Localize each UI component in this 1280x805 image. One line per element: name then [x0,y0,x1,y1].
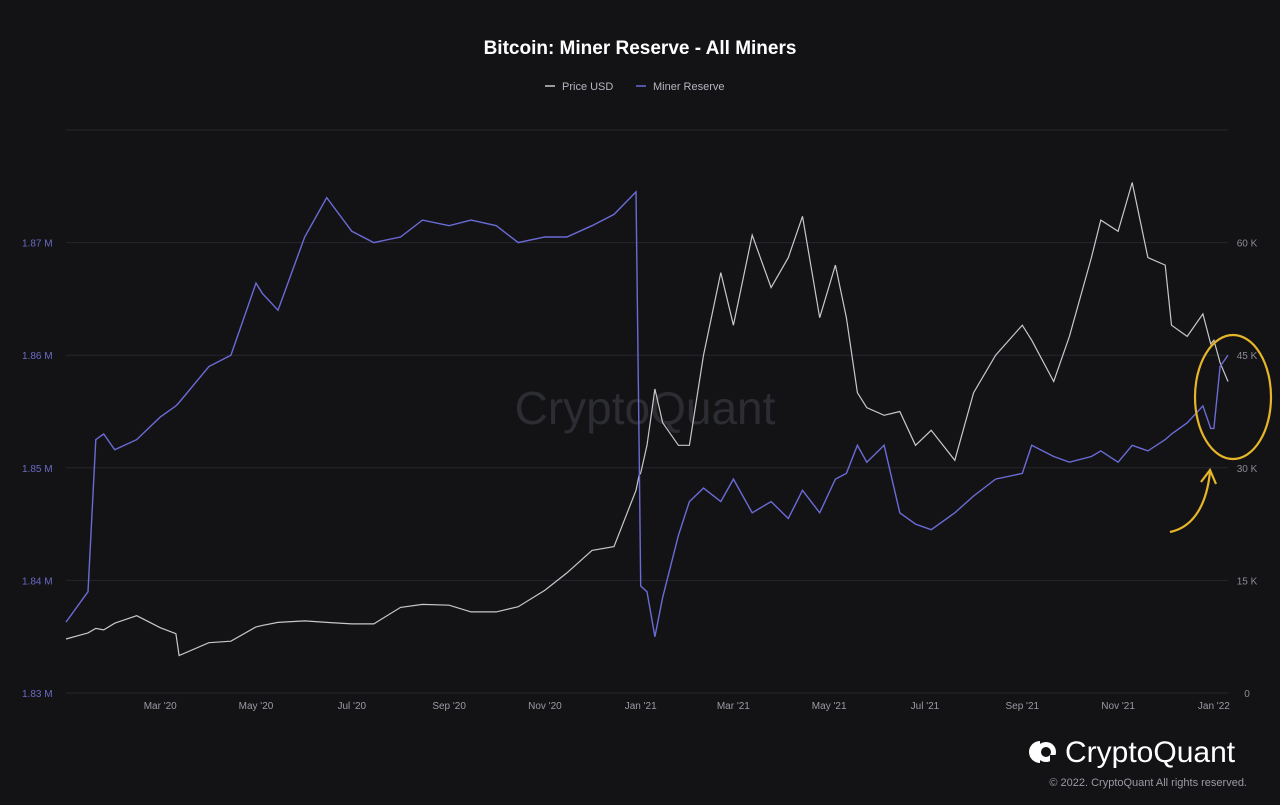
brand-name: CryptoQuant [1065,736,1236,769]
gridlines [66,129,1228,694]
x-tick-label: Nov '21 [1101,701,1135,712]
left-tick-label: 1.85 M [22,464,53,475]
right-tick-label: 15 K [1237,576,1258,587]
x-tick-label: May '20 [239,701,274,712]
highlight-circle [1193,333,1273,461]
left-tick-label: 1.86 M [22,351,53,362]
chart-title: Bitcoin: Miner Reserve - All Miners [484,38,797,59]
copyright-text: © 2022. CryptoQuant All rights reserved. [1049,777,1247,789]
right-tick-label: 0 [1244,689,1250,700]
right-tick-label: 60 K [1237,239,1258,250]
right-tick-label: 45 K [1237,351,1258,362]
legend-label-price[interactable]: Price USD [562,81,613,93]
miner-reserve-line [65,190,1229,637]
x-tick-label: Sep '20 [432,701,466,712]
x-tick-label: Jan '21 [625,701,657,712]
brand-logo: CryptoQuant [1029,736,1236,769]
right-tick-label: 30 K [1237,464,1258,475]
left-tick-label: 1.83 M [22,689,53,700]
highlight-arrowhead [1200,467,1218,485]
legend: Price USD Miner Reserve [545,81,725,93]
x-axis-ticks: Mar '20 May '20 Jul '20 Sep '20 Nov '20 Jan '… [144,701,1231,712]
highlight-annotation [1169,333,1273,534]
legend-label-miner-reserve[interactable]: Miner Reserve [653,81,725,93]
x-tick-label: Nov '20 [528,701,562,712]
left-axis-ticks: 1.83 M 1.84 M 1.85 M 1.86 M 1.87 M [22,239,53,700]
x-tick-label: Mar '21 [717,701,750,712]
price-usd-line [65,182,1229,657]
right-axis-ticks: 0 15 K 30 K 45 K 60 K [1237,239,1258,700]
x-tick-label: Mar '20 [144,701,177,712]
x-tick-label: Jan '22 [1198,701,1230,712]
left-tick-label: 1.84 M [22,576,53,587]
highlight-arrow [1169,471,1212,534]
x-tick-label: Sep '21 [1005,701,1039,712]
watermark: CryptoQuant [515,382,776,434]
left-tick-label: 1.87 M [22,239,53,250]
x-tick-label: Jul '20 [337,701,366,712]
cryptoquant-logo-icon [1029,741,1057,763]
x-tick-label: Jul '21 [911,701,940,712]
x-tick-label: May '21 [812,701,847,712]
